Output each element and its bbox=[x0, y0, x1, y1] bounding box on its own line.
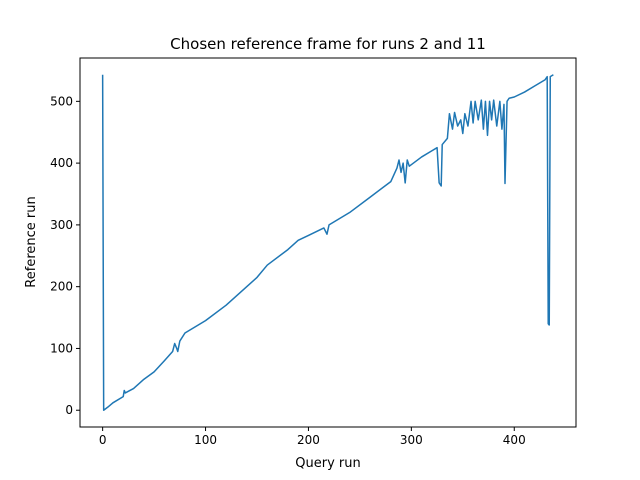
x-tick-label: 400 bbox=[503, 433, 526, 447]
x-tick-label: 300 bbox=[400, 433, 423, 447]
y-tick-label: 500 bbox=[50, 94, 73, 108]
y-tick-label: 0 bbox=[65, 403, 73, 417]
plot-frame bbox=[79, 57, 577, 428]
x-axis-label: Query run bbox=[295, 456, 360, 471]
chart-title: Chosen reference frame for runs 2 and 11 bbox=[170, 35, 486, 53]
y-tick-label: 100 bbox=[50, 341, 73, 355]
y-tick-label: 300 bbox=[50, 218, 73, 232]
x-tick-label: 0 bbox=[99, 433, 107, 447]
data-line bbox=[101, 74, 554, 411]
x-tick-label: 200 bbox=[297, 433, 320, 447]
x-tick-label: 100 bbox=[194, 433, 217, 447]
y-tick-label: 400 bbox=[50, 156, 73, 170]
y-axis-label: Reference run bbox=[24, 196, 39, 287]
y-tick-label: 200 bbox=[50, 280, 73, 294]
